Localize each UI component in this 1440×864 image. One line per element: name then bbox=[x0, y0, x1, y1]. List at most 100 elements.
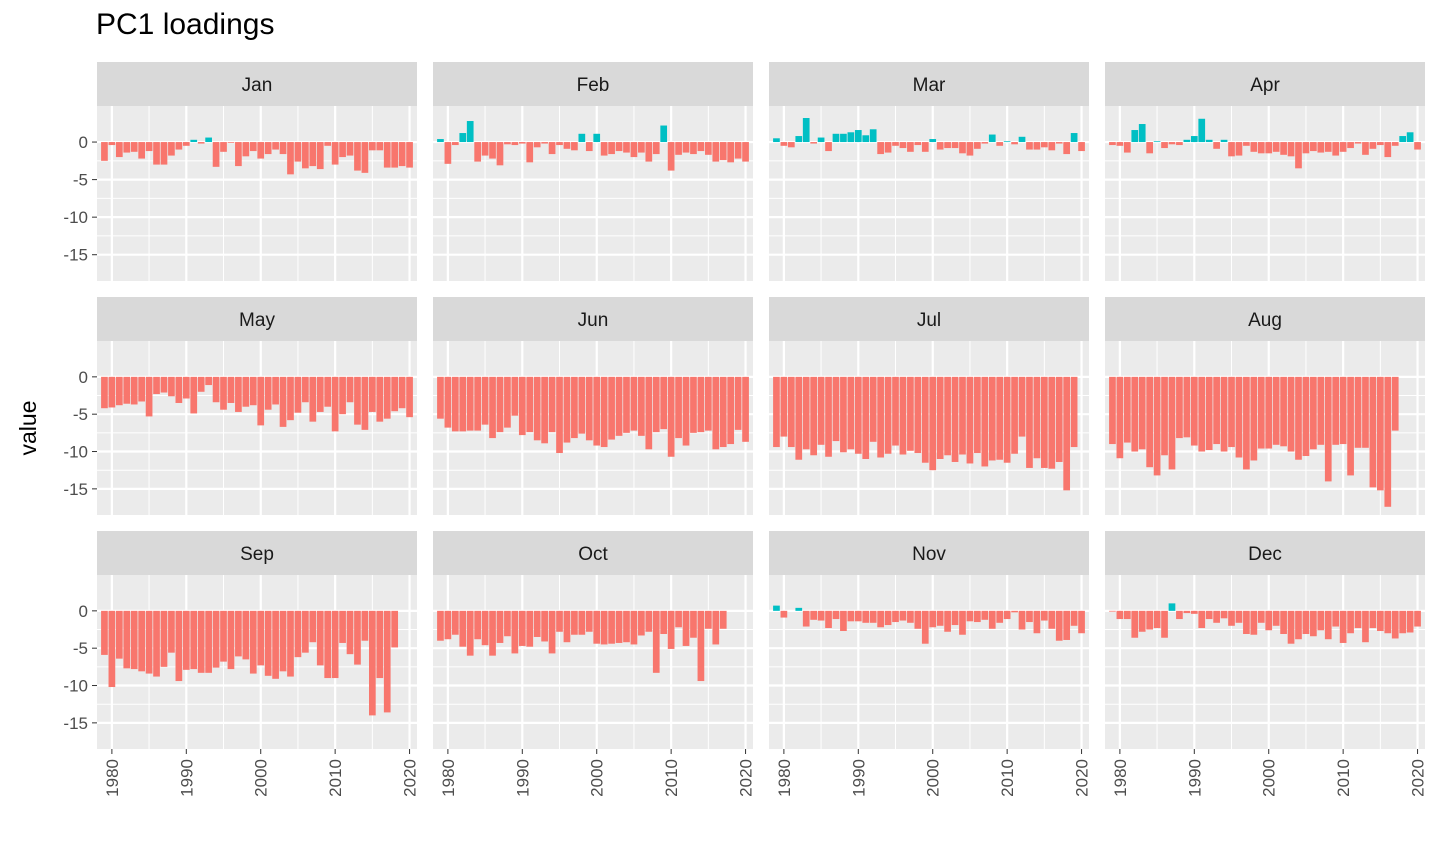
bar bbox=[190, 610, 198, 670]
bar bbox=[959, 610, 966, 635]
bar bbox=[719, 142, 727, 161]
facet-jun: Jun bbox=[433, 297, 753, 515]
bar bbox=[168, 610, 175, 653]
facet-strip bbox=[769, 62, 1089, 106]
bar bbox=[921, 610, 929, 644]
bar bbox=[884, 376, 892, 454]
facet-strip bbox=[97, 62, 417, 106]
facet-mar: Mar bbox=[769, 62, 1089, 281]
bar bbox=[630, 376, 638, 431]
bar bbox=[914, 376, 922, 454]
bar bbox=[556, 142, 563, 146]
bar bbox=[145, 376, 153, 417]
bar bbox=[474, 376, 481, 431]
bar bbox=[264, 376, 272, 410]
bar bbox=[1131, 610, 1139, 638]
bar bbox=[712, 610, 720, 645]
x-tick-label: 2010 bbox=[326, 759, 345, 797]
bar bbox=[339, 142, 346, 158]
bar bbox=[444, 142, 452, 164]
bar bbox=[197, 142, 205, 144]
bar bbox=[541, 142, 548, 144]
bar bbox=[376, 142, 384, 151]
bar bbox=[1109, 610, 1116, 612]
bar bbox=[1414, 142, 1421, 150]
facet-strip bbox=[433, 297, 753, 341]
facet-aug: Aug bbox=[1105, 297, 1425, 515]
bar bbox=[966, 142, 974, 156]
bar bbox=[1176, 376, 1183, 439]
bar bbox=[138, 142, 145, 159]
bar bbox=[1317, 610, 1325, 631]
bar bbox=[235, 610, 242, 657]
bar bbox=[996, 610, 1004, 623]
bar bbox=[1055, 142, 1063, 144]
bar bbox=[235, 376, 242, 412]
bar bbox=[585, 142, 593, 152]
bar bbox=[383, 376, 391, 419]
bar bbox=[1048, 610, 1056, 629]
bar bbox=[929, 376, 937, 471]
bar bbox=[1078, 610, 1085, 634]
bar bbox=[257, 142, 265, 159]
bar bbox=[138, 376, 145, 402]
bar bbox=[869, 376, 877, 442]
bar bbox=[787, 142, 795, 148]
bar bbox=[511, 376, 519, 416]
bar bbox=[541, 376, 548, 444]
bar bbox=[1138, 376, 1146, 450]
bar bbox=[638, 610, 645, 636]
bar bbox=[227, 142, 235, 143]
bar bbox=[533, 142, 541, 148]
bar bbox=[682, 610, 690, 646]
x-tick-label: 2000 bbox=[1260, 759, 1279, 797]
bar bbox=[123, 142, 131, 153]
bar bbox=[354, 376, 361, 425]
bar bbox=[1213, 142, 1220, 149]
bar bbox=[734, 376, 742, 430]
bar bbox=[951, 376, 959, 462]
bar bbox=[988, 134, 996, 143]
bar bbox=[101, 142, 108, 161]
bar bbox=[249, 376, 257, 406]
x-tick-label: 1980 bbox=[775, 759, 794, 797]
bar bbox=[1138, 610, 1146, 632]
bar bbox=[1317, 142, 1325, 153]
bar bbox=[1347, 610, 1354, 634]
bar bbox=[1190, 376, 1198, 446]
bar bbox=[1324, 376, 1332, 482]
bar bbox=[242, 610, 250, 660]
bar bbox=[959, 376, 966, 455]
bar bbox=[346, 610, 354, 655]
bar bbox=[1213, 376, 1220, 445]
bar bbox=[1003, 376, 1011, 463]
bar bbox=[1131, 130, 1139, 143]
bar bbox=[795, 376, 803, 460]
bar bbox=[398, 376, 406, 409]
bar bbox=[645, 610, 653, 632]
bar bbox=[235, 142, 242, 167]
bar bbox=[391, 376, 399, 412]
bar bbox=[526, 142, 534, 163]
bar bbox=[391, 142, 399, 168]
bar bbox=[1048, 142, 1056, 151]
bar bbox=[153, 142, 160, 165]
bar bbox=[437, 139, 444, 143]
facet-sep: Sep 0 -5 -10 -15 1980 1990 2000 2010 2020 bbox=[63, 531, 420, 797]
bar bbox=[652, 376, 660, 433]
bar bbox=[652, 142, 660, 155]
facet-may: May 0 -5 -10 -15 bbox=[63, 297, 417, 515]
bar bbox=[877, 376, 884, 458]
bar bbox=[459, 133, 467, 143]
bar bbox=[1228, 610, 1235, 626]
bar bbox=[951, 610, 959, 626]
bar bbox=[1324, 142, 1332, 152]
bar bbox=[220, 376, 227, 410]
facet-strip bbox=[769, 531, 1089, 575]
bar bbox=[1369, 610, 1377, 629]
bar bbox=[1377, 142, 1384, 146]
bar bbox=[1213, 610, 1220, 623]
bar bbox=[257, 610, 265, 666]
bar bbox=[361, 142, 369, 173]
